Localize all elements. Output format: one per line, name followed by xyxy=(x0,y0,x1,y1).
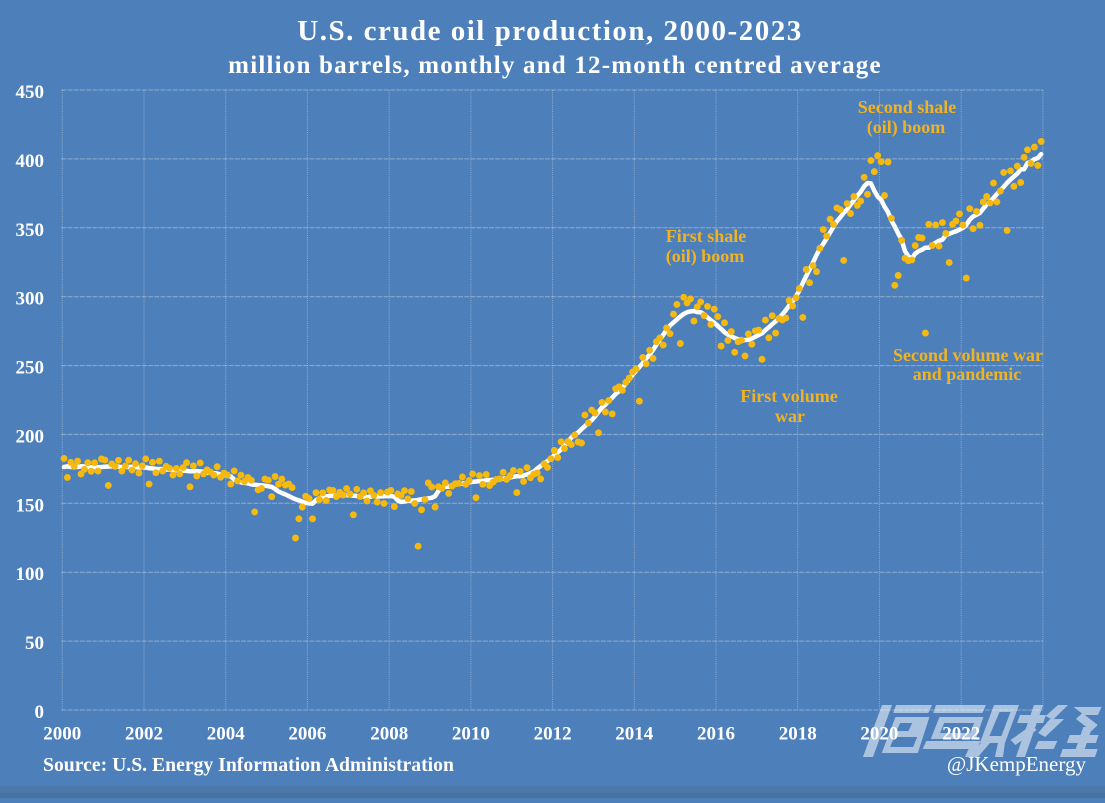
svg-text:2000: 2000 xyxy=(43,724,81,745)
svg-text:2006: 2006 xyxy=(288,724,326,745)
svg-text:(oil) boom: (oil) boom xyxy=(867,117,946,138)
svg-text:400: 400 xyxy=(16,151,45,172)
svg-text:2014: 2014 xyxy=(615,724,654,745)
svg-text:350: 350 xyxy=(16,220,45,241)
svg-text:0: 0 xyxy=(35,702,45,723)
svg-text:300: 300 xyxy=(16,289,45,310)
svg-text:200: 200 xyxy=(16,426,45,447)
svg-text:Second shale: Second shale xyxy=(858,97,957,117)
svg-text:war: war xyxy=(775,406,805,426)
svg-text:2010: 2010 xyxy=(452,724,490,745)
svg-text:2008: 2008 xyxy=(370,724,408,745)
svg-text:150: 150 xyxy=(16,495,45,516)
svg-text:(oil) boom: (oil) boom xyxy=(666,246,745,267)
svg-text:First volume: First volume xyxy=(740,386,837,406)
svg-text:100: 100 xyxy=(16,564,45,585)
svg-text:2004: 2004 xyxy=(207,724,246,745)
svg-text:2002: 2002 xyxy=(125,724,163,745)
svg-text:Second volume war: Second volume war xyxy=(893,345,1043,365)
svg-text:2018: 2018 xyxy=(779,724,817,745)
svg-text:2012: 2012 xyxy=(534,724,572,745)
svg-text:million barrels, monthly and 1: million barrels, monthly and 12-month ce… xyxy=(228,52,882,79)
svg-text:Source: U.S. Energy Informatio: Source: U.S. Energy Information Administ… xyxy=(43,754,454,776)
svg-text:50: 50 xyxy=(25,633,44,654)
svg-text:First shale: First shale xyxy=(666,226,747,246)
svg-text:U.S. crude oil production, 200: U.S. crude oil production, 2000-2023 xyxy=(297,15,802,47)
svg-text:and pandemic: and pandemic xyxy=(913,364,1022,384)
svg-text:450: 450 xyxy=(16,82,45,103)
svg-text:250: 250 xyxy=(16,358,45,379)
svg-text:2016: 2016 xyxy=(697,724,735,745)
